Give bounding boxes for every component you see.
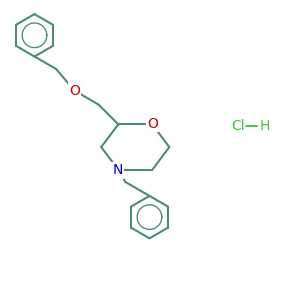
Text: N: N (112, 164, 123, 177)
Text: O: O (69, 83, 80, 98)
Text: H: H (260, 119, 270, 134)
Text: O: O (147, 117, 158, 131)
Text: Cl: Cl (232, 119, 245, 134)
